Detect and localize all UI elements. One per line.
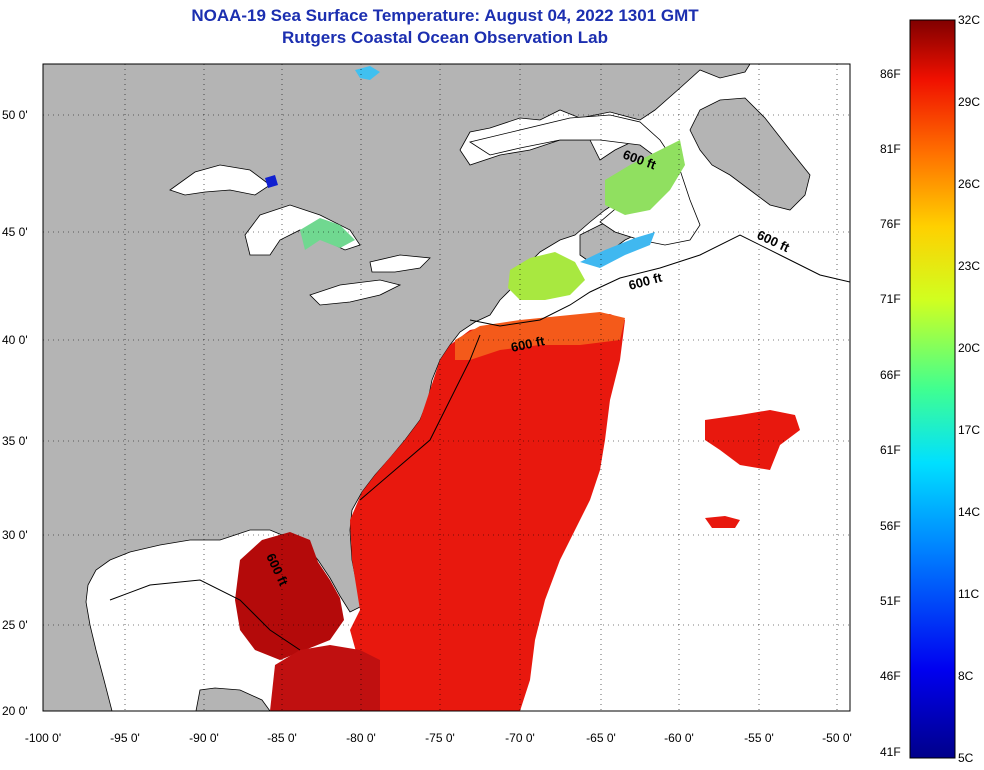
sst-scotian-shelf (580, 232, 655, 268)
colorbar-celsius-label: 5C (958, 751, 974, 765)
lon-tick-label: -95 0' (110, 731, 140, 745)
colorbar-fahrenheit-label: 76F (880, 217, 901, 231)
colorbar-celsius-label: 11C (958, 587, 979, 601)
sst-atlantic (280, 314, 625, 711)
lon-tick-label: -70 0' (505, 731, 535, 745)
lat-tick-label: 50 0' (2, 108, 28, 122)
colorbar-fahrenheit-label: 56F (880, 519, 901, 533)
colorbar-fahrenheit-label: 86F (880, 67, 901, 81)
colorbar-fahrenheit-label: 81F (880, 142, 901, 156)
colorbar-celsius-label: 32C (958, 13, 980, 27)
lon-tick-label: -75 0' (425, 731, 455, 745)
colorbar-celsius-label: 17C (958, 423, 980, 437)
lat-tick-label: 20 0' (2, 704, 28, 718)
colorbar-celsius-label: 26C (958, 177, 980, 191)
colorbar-celsius-label: 20C (958, 341, 980, 355)
sst-caribbean (270, 645, 380, 711)
lat-tick-label: 40 0' (2, 333, 28, 347)
colorbar (909, 19, 956, 759)
colorbar-fahrenheit-label: 51F (880, 594, 901, 608)
colorbar-labels: 32C 29C 26C 23C 20C 17C 14C 11C 8C 5C 86F 81F 76F 71F… (880, 13, 980, 765)
lon-tick-label: -50 0' (822, 731, 852, 745)
land-north-america (43, 64, 751, 711)
sst-lake-huron (300, 218, 355, 250)
sst-patch-small (705, 516, 740, 528)
gulf-st-lawrence (469, 114, 701, 246)
colorbar-celsius-label: 8C (958, 669, 974, 683)
lat-tick-label: 35 0' (2, 434, 28, 448)
lon-tick-label: -100 0' (25, 731, 61, 745)
land-yucatan (195, 687, 271, 711)
sst-atlantic-nearshore (455, 312, 625, 360)
sst-st-lawrence (605, 140, 685, 215)
colorbar-celsius-label: 14C (958, 505, 980, 519)
contour-label-mid-atlantic: 600 ft (510, 333, 547, 355)
colorbar-fahrenheit-label: 66F (880, 368, 901, 382)
colorbar-celsius-label: 23C (958, 259, 980, 273)
colorbar-fahrenheit-label: 61F (880, 443, 901, 457)
lat-tick-label: 25 0' (2, 618, 28, 632)
lon-tick-label: -80 0' (346, 731, 376, 745)
sst-lake-superior-blue (265, 175, 278, 188)
lon-tick-label: -90 0' (189, 731, 219, 745)
lon-tick-label: -85 0' (267, 731, 297, 745)
colorbar-fahrenheit-label: 41F (880, 745, 901, 759)
colorbar-celsius-label: 29C (958, 95, 980, 109)
longitude-axis: -100 0' -95 0' -90 0' -85 0' -80 0' -75 0' -70… (25, 731, 852, 745)
land-newfoundland (689, 97, 811, 211)
isobath-600ft (109, 234, 850, 651)
colorbar-fahrenheit-label: 46F (880, 669, 901, 683)
chart-title: NOAA-19 Sea Surface Temperature: August … (0, 5, 890, 49)
colorbar-fahrenheit-label: 71F (880, 292, 901, 306)
lon-tick-label: -55 0' (744, 731, 774, 745)
lat-tick-label: 45 0' (2, 225, 28, 239)
sst-patch-east (705, 410, 800, 470)
latitude-axis: 50 0' 45 0' 40 0' 35 0' 30 0' 25 0' 20 0' (2, 108, 28, 718)
title-line-1: NOAA-19 Sea Surface Temperature: August … (191, 6, 699, 25)
map-frame (42, 63, 851, 712)
sst-gulf-of-mexico (235, 532, 344, 660)
lon-tick-label: -60 0' (664, 731, 694, 745)
lat-tick-label: 30 0' (2, 528, 28, 542)
sst-gulf-of-maine (508, 252, 585, 300)
title-line-2: Rutgers Coastal Ocean Observation Lab (282, 28, 608, 47)
lon-tick-label: -65 0' (586, 731, 616, 745)
